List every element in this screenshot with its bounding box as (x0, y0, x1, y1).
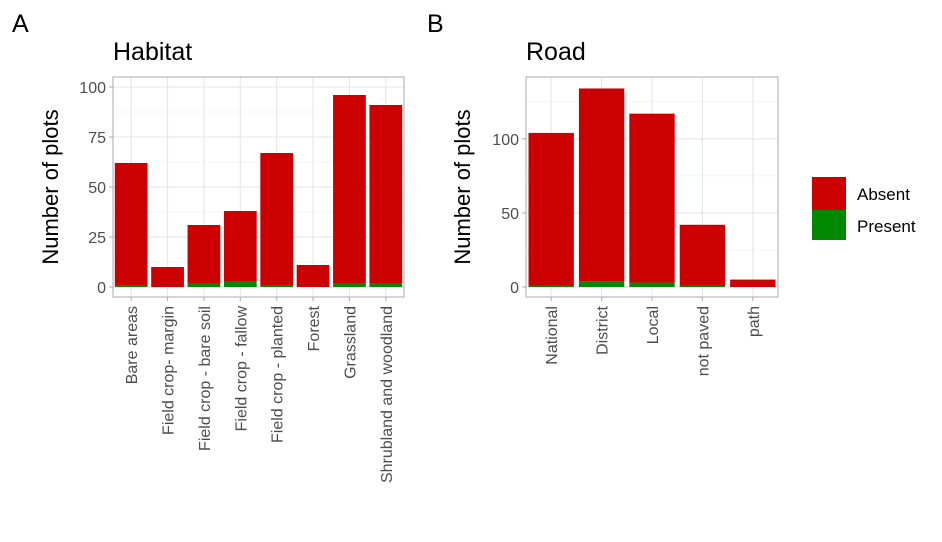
y-axis-label: Number of plots (450, 109, 475, 264)
habitat-chart: Habitat 0 25 50 75 100 Bare areas Field crop- m… (38, 38, 405, 483)
y-tick-label: 75 (88, 130, 106, 147)
bar-present-field-crop-planted (260, 285, 294, 287)
bar-present-district (578, 281, 625, 287)
x-tick-label: Grassland (342, 306, 359, 379)
x-tick-label: Field crop - bare soil (197, 306, 214, 451)
bar-present-local (629, 282, 675, 287)
bar-present-field-crop-bare-soil (187, 283, 221, 287)
bar-absent-district (578, 88, 625, 282)
y-tick-label: 100 (79, 80, 106, 97)
chart-title: Habitat (113, 38, 192, 66)
chart-title: Road (526, 38, 586, 66)
bar-present-not-paved (679, 285, 726, 287)
x-tick-label: Bare areas (124, 306, 141, 384)
legend-label-present: Present (857, 217, 916, 236)
bar-present-field-crop-fallow (223, 281, 257, 287)
bar-absent-forest (296, 265, 330, 287)
x-tick-label: Forest (306, 305, 323, 351)
y-tick-label: 0 (510, 280, 519, 297)
legend-swatch-present (812, 210, 846, 240)
legend-swatch-absent (812, 177, 846, 210)
bar-present-bare-areas (114, 285, 148, 287)
bar-present-national (528, 285, 574, 287)
x-tick-label: Shrubland and woodland (379, 306, 396, 483)
bar-absent-not-paved (679, 224, 726, 286)
bar-absent-field-crop-margin (151, 267, 184, 287)
panel-letter-a: A (12, 10, 29, 38)
road-chart: Road 0 50 100 National District Local not paved… (450, 38, 779, 376)
x-tick-label: Field crop- margin (161, 306, 178, 435)
x-tick-label: National (544, 306, 561, 365)
bar-absent-field-crop-fallow (223, 211, 257, 281)
bar-present-shrubland-and-woodland (369, 283, 403, 287)
bar-absent-field-crop-bare-soil (187, 225, 221, 283)
legend-label-absent: Absent (857, 185, 910, 204)
x-tick-label: Local (645, 306, 662, 344)
y-tick-label: 0 (97, 280, 106, 297)
y-tick-label: 50 (501, 206, 519, 223)
y-axis-label: Number of plots (38, 109, 63, 264)
bar-absent-shrubland-and-woodland (369, 105, 403, 283)
y-tick-label: 50 (88, 180, 106, 197)
y-tick-label: 100 (492, 132, 519, 149)
bar-absent-local (629, 113, 675, 283)
legend: Absent Present (812, 177, 916, 240)
panel-letter-b: B (427, 10, 444, 38)
bar-absent-bare-areas (114, 163, 148, 285)
x-tick-label: Field crop - planted (270, 306, 287, 443)
bar-absent-grassland (333, 95, 366, 283)
x-tick-label: not paved (695, 306, 712, 376)
bar-absent-path (730, 279, 776, 287)
bar-absent-national (528, 132, 574, 286)
bar-present-grassland (333, 283, 366, 287)
x-tick-label: Field crop - fallow (233, 306, 250, 432)
bar-absent-field-crop-planted (260, 153, 294, 285)
panel-border (112, 76, 405, 298)
x-tick-label: path (746, 306, 763, 337)
x-tick-label: District (595, 305, 612, 354)
y-tick-label: 25 (88, 230, 106, 247)
